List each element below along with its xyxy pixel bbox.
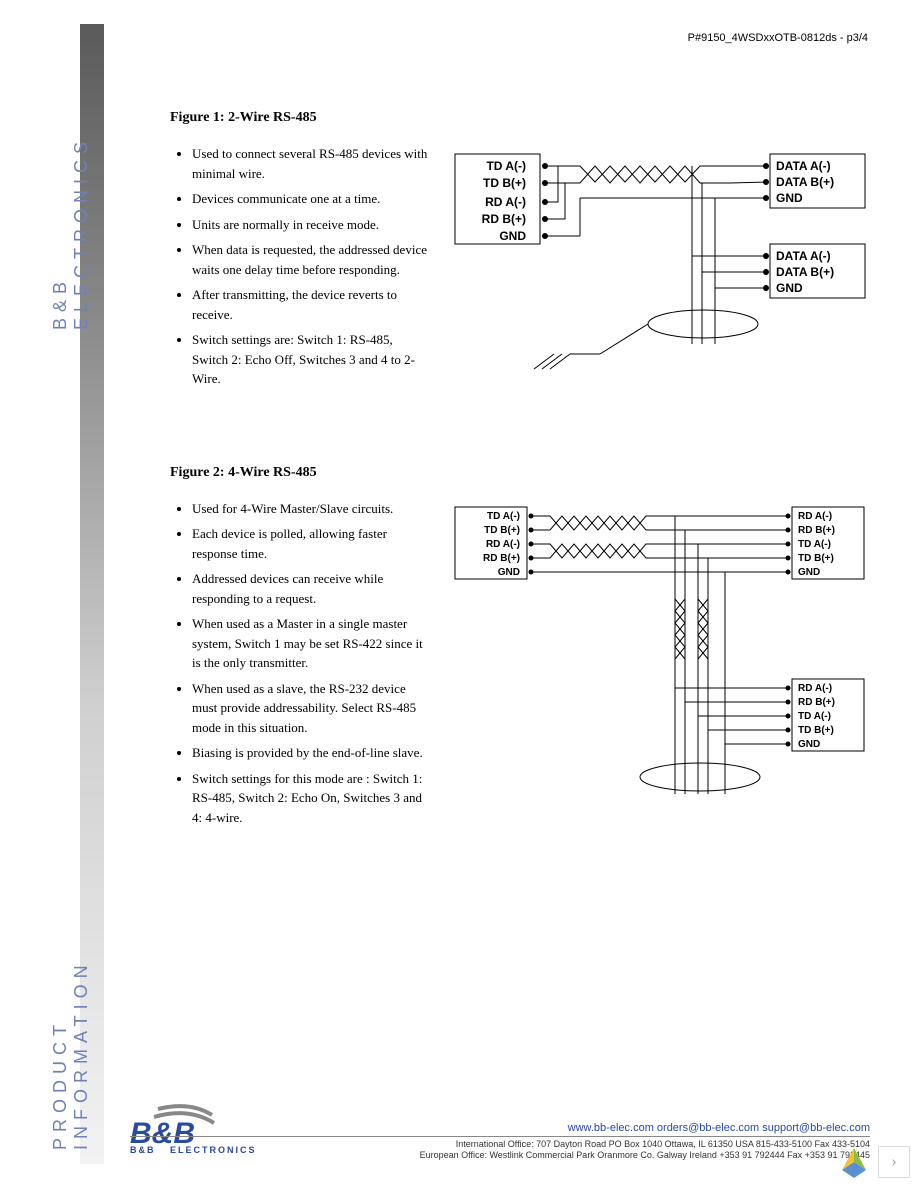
svg-text:GND: GND — [776, 191, 803, 205]
svg-text:RD B(+): RD B(+) — [482, 212, 526, 226]
main-content: Figure 1: 2-Wire RS-485 Used to connect … — [170, 110, 870, 903]
svg-text:TD B(+): TD B(+) — [798, 553, 834, 564]
svg-text:TD A(-): TD A(-) — [798, 539, 831, 550]
svg-text:DATA B(+): DATA B(+) — [776, 265, 834, 279]
svg-text:GND: GND — [798, 739, 820, 750]
svg-text:RD A(-): RD A(-) — [485, 195, 526, 209]
viewer-icon[interactable] — [836, 1144, 872, 1180]
list-item: When data is requested, the addressed de… — [192, 240, 430, 279]
svg-text:RD B(+): RD B(+) — [798, 525, 835, 536]
next-page-button[interactable]: › — [878, 1146, 910, 1178]
list-item: Addressed devices can receive while resp… — [192, 569, 430, 608]
footer-address-2: European Office: Westlink Commercial Par… — [130, 1150, 870, 1162]
svg-text:RD B(+): RD B(+) — [483, 553, 520, 564]
list-item: Each device is polled, allowing faster r… — [192, 524, 430, 563]
list-item: Switch settings for this mode are : Swit… — [192, 769, 430, 828]
svg-text:RD A(-): RD A(-) — [798, 683, 832, 694]
viewer-corner: › — [836, 1144, 910, 1180]
figure-1: Figure 1: 2-Wire RS-485 Used to connect … — [170, 110, 870, 395]
page-identifier: P#9150_4WSDxxOTB-0812ds - p3/4 — [688, 32, 868, 44]
list-item: After transmitting, the device reverts t… — [192, 285, 430, 324]
list-item: Switch settings are: Switch 1: RS-485, S… — [192, 330, 430, 389]
svg-text:RD A(-): RD A(-) — [798, 511, 832, 522]
svg-text:GND: GND — [499, 229, 526, 243]
page-footer: www.bb-elec.com orders@bb-elec.com suppo… — [130, 1122, 870, 1162]
list-item: When used as a Master in a single master… — [192, 614, 430, 673]
list-item: Used for 4-Wire Master/Slave circuits. — [192, 499, 430, 519]
svg-text:RD B(+): RD B(+) — [798, 697, 835, 708]
svg-text:TD B(+): TD B(+) — [798, 725, 834, 736]
list-item: Biasing is provided by the end-of-line s… — [192, 743, 430, 763]
figure-2-diagram: TD A(-) TD B(+) RD A(-) RD B(+) GND RD A… — [450, 499, 870, 814]
svg-text:GND: GND — [776, 281, 803, 295]
sidebar-text-top: B&B ELECTRONICS — [50, 90, 92, 330]
figure-2-title: Figure 2: 4-Wire RS-485 — [170, 465, 870, 481]
diagram-1-svg: TD A(-) TD B(+) RD A(-) RD B(+) GND — [450, 144, 870, 384]
list-item: Used to connect several RS-485 devices w… — [192, 144, 430, 183]
diagram-2-svg: TD A(-) TD B(+) RD A(-) RD B(+) GND RD A… — [450, 499, 870, 809]
figure-2-bullets: Used for 4-Wire Master/Slave circuits. E… — [170, 499, 430, 834]
footer-links: www.bb-elec.com orders@bb-elec.com suppo… — [130, 1122, 870, 1137]
figure-1-bullets: Used to connect several RS-485 devices w… — [170, 144, 430, 395]
svg-text:RD A(-): RD A(-) — [486, 539, 520, 550]
svg-text:TD A(-): TD A(-) — [486, 159, 526, 173]
svg-text:GND: GND — [798, 567, 820, 578]
figure-1-diagram: TD A(-) TD B(+) RD A(-) RD B(+) GND — [450, 144, 870, 389]
chevron-right-icon: › — [891, 1153, 896, 1171]
list-item: Devices communicate one at a time. — [192, 189, 430, 209]
svg-text:TD B(+): TD B(+) — [483, 176, 526, 190]
svg-text:DATA B(+): DATA B(+) — [776, 175, 834, 189]
svg-text:TD B(+): TD B(+) — [484, 525, 520, 536]
svg-text:TD A(-): TD A(-) — [487, 511, 520, 522]
figure-1-title: Figure 1: 2-Wire RS-485 — [170, 110, 870, 126]
svg-text:DATA A(-): DATA A(-) — [776, 249, 831, 263]
svg-text:TD A(-): TD A(-) — [798, 711, 831, 722]
sidebar-text-bottom: PRODUCT INFORMATION — [50, 820, 92, 1150]
list-item: Units are normally in receive mode. — [192, 215, 430, 235]
figure-2: Figure 2: 4-Wire RS-485 Used for 4-Wire … — [170, 465, 870, 834]
footer-address-1: International Office: 707 Dayton Road PO… — [130, 1139, 870, 1151]
svg-text:DATA A(-): DATA A(-) — [776, 159, 831, 173]
svg-text:GND: GND — [498, 567, 520, 578]
list-item: When used as a slave, the RS-232 device … — [192, 679, 430, 738]
